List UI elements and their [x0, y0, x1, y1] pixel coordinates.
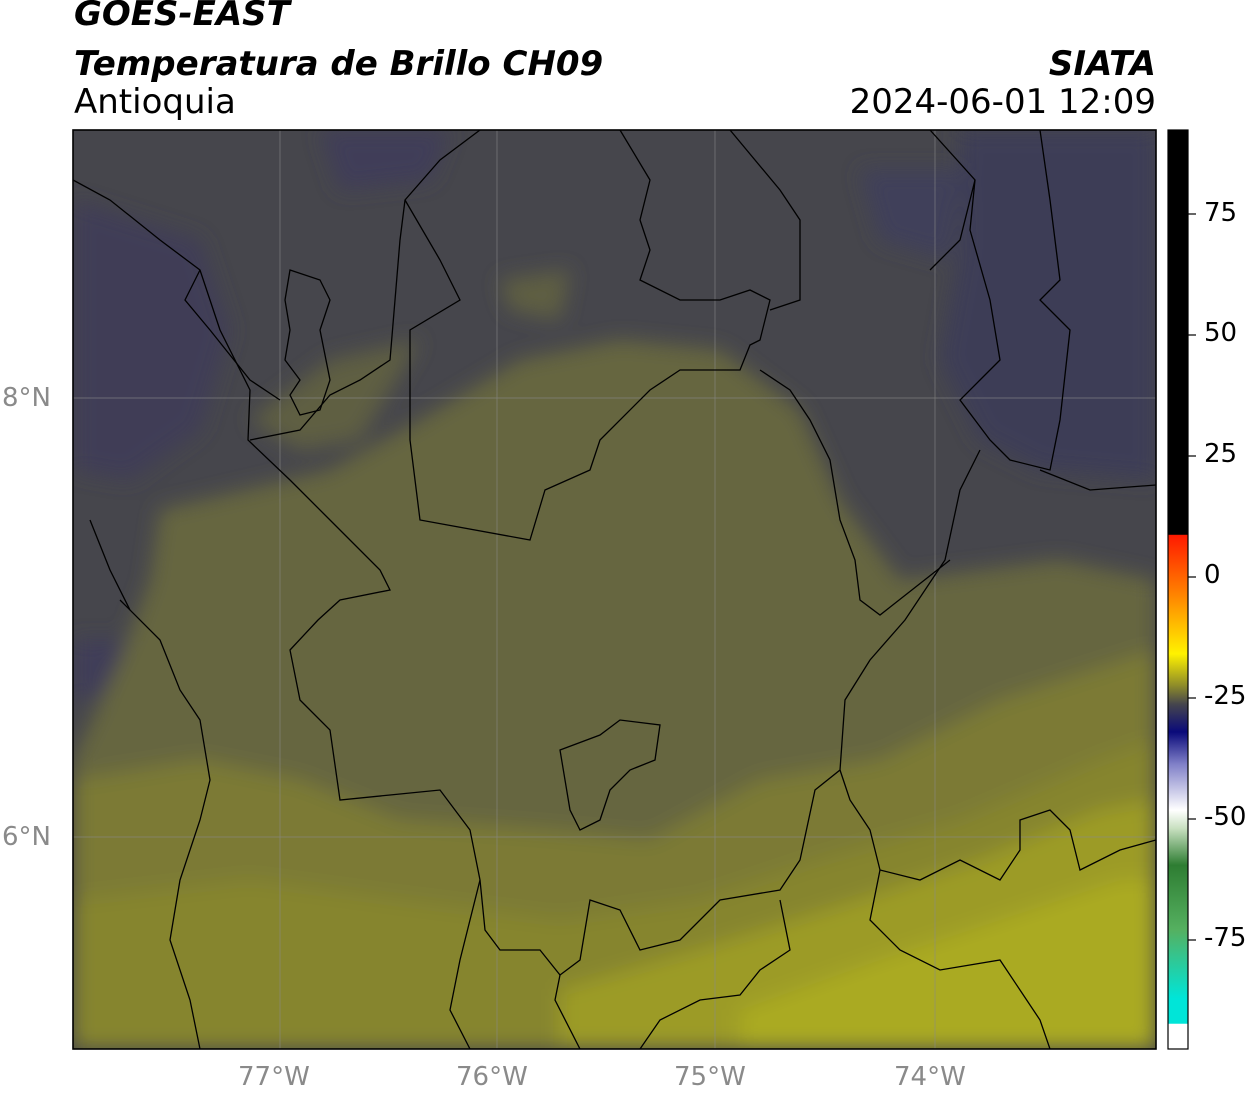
- colorbar-label-50: 50: [1204, 318, 1238, 348]
- lon-label-76w: 76°W: [456, 1062, 528, 1092]
- product-title: Temperatura de Brillo CH09: [74, 44, 604, 84]
- lon-label-74w: 74°W: [894, 1062, 966, 1092]
- region-label: Antioquia: [74, 82, 236, 122]
- satellite-title: GOES-EAST: [74, 0, 290, 34]
- organization-label: SIATA: [1048, 44, 1156, 84]
- colorbar-label-0: 0: [1204, 560, 1221, 590]
- colorbar-label-75: 75: [1204, 198, 1238, 228]
- department-borders: [73, 130, 1156, 1049]
- datetime-label: 2024-06-01 12:09: [849, 82, 1156, 122]
- colorbar-label-minus50: -50: [1204, 802, 1247, 832]
- lat-label-8n: 8°N: [2, 383, 51, 413]
- colorbar-label-minus25: -25: [1204, 681, 1247, 711]
- gridlines: [73, 130, 1156, 1049]
- lat-label-6n: 6°N: [2, 822, 51, 852]
- lon-label-77w: 77°W: [238, 1062, 310, 1092]
- colorbar-label-25: 25: [1204, 439, 1238, 469]
- map-frame: [72, 129, 1157, 1050]
- colorbar-label-minus75: -75: [1204, 923, 1247, 953]
- lon-label-75w: 75°W: [674, 1062, 746, 1092]
- temperature-field: [73, 130, 1156, 1049]
- colorbar-ticks: [1188, 213, 1196, 941]
- colorbar: [1167, 129, 1189, 1050]
